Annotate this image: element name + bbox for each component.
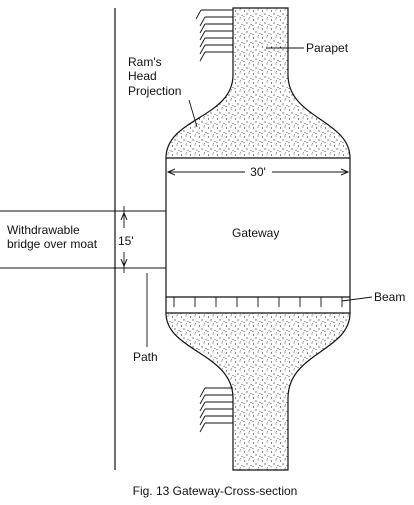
path-label: Path (133, 350, 158, 364)
rams-head-leader (188, 99, 198, 128)
beam (166, 296, 350, 307)
rams-head-label-line2: Head (128, 69, 157, 83)
rams-head-label-line1: Ram's (128, 55, 162, 69)
hatching-lower (199, 387, 233, 433)
beam-label: Beam (374, 290, 405, 304)
bridge-label-line2: bridge over moat (7, 237, 98, 251)
gateway-label: Gateway (232, 226, 279, 240)
figure-caption: Fig. 13 Gateway-Cross-section (133, 484, 298, 498)
bridge-label-line1: Withdrawable (7, 223, 80, 237)
lower-masonry (165, 312, 351, 471)
rams-head-label-line3: Projection (128, 84, 181, 98)
hatching-upper (195, 9, 233, 62)
height-dimension-label: 15' (118, 234, 134, 248)
upper-masonry (165, 7, 351, 159)
width-dimension-label: 30' (250, 165, 266, 179)
parapet-label: Parapet (306, 41, 349, 55)
beam-leader (341, 296, 373, 302)
